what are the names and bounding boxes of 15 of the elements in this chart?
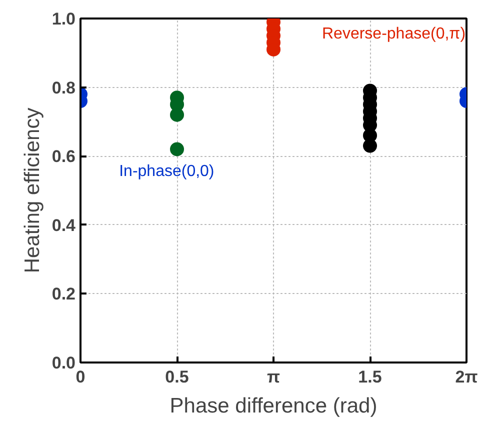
x-tick-label: 1.5 bbox=[358, 368, 382, 386]
text: In-phase(0,0) bbox=[119, 163, 214, 180]
x-tick-label: 2π bbox=[455, 368, 478, 386]
y-tick-label: 1.0 bbox=[52, 10, 76, 28]
y-axis-title: Heating efficiency bbox=[20, 107, 44, 274]
y-tick-label: 0.8 bbox=[52, 78, 76, 98]
text: Reverse-phase(0,π) bbox=[322, 26, 466, 43]
y-tick-label: 0.4 bbox=[52, 216, 76, 235]
x-tick-label: 0.5 bbox=[165, 368, 189, 386]
y-tick-label: 0.0 bbox=[52, 354, 76, 372]
y-tick-label: 0.2 bbox=[52, 284, 76, 304]
x-tick-label: π bbox=[266, 368, 280, 386]
x-axis-title: Phase difference (rad) bbox=[170, 394, 378, 418]
y-tick-label: 0.6 bbox=[52, 147, 76, 166]
x-tick-label: 0 bbox=[76, 368, 86, 386]
